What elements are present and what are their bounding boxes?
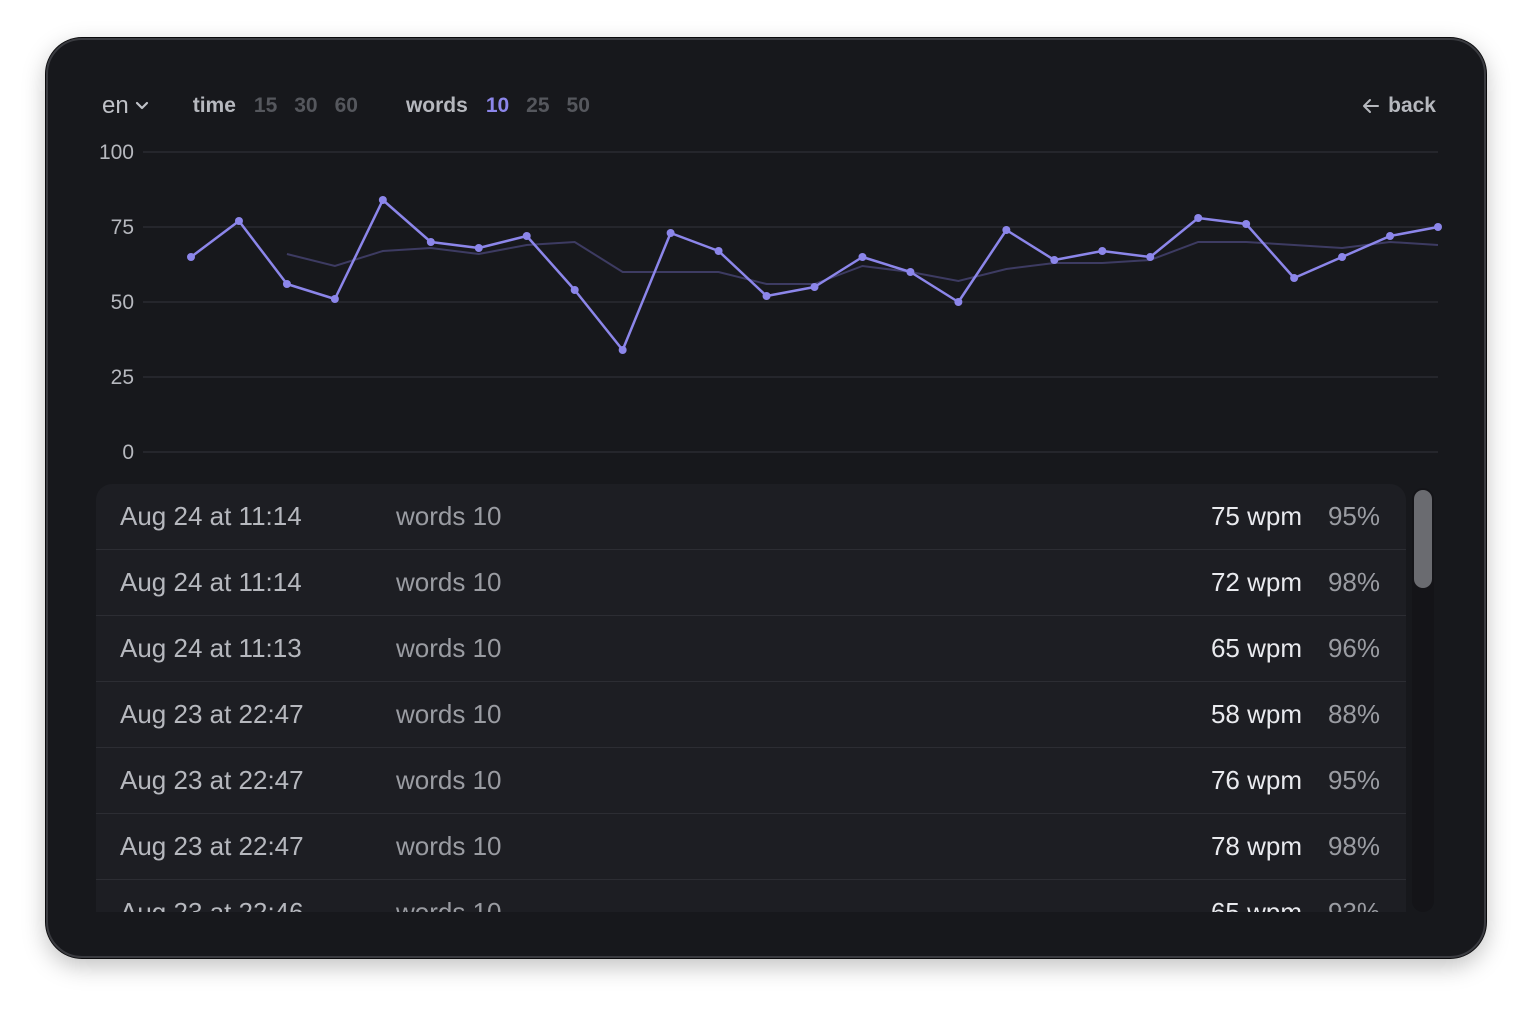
time-option-60[interactable]: 60 — [334, 94, 358, 117]
wpm-chart-svg: 0 25 50 75 100 — [99, 141, 1442, 464]
data-point[interactable] — [474, 244, 483, 252]
words-mode-label[interactable]: words — [405, 94, 468, 117]
history-accuracy: 98% — [1327, 831, 1380, 861]
words-option-50[interactable]: 50 — [566, 94, 590, 117]
y-tick-label: 75 — [111, 216, 134, 239]
history-mode: words 10 — [396, 633, 502, 663]
data-point[interactable] — [234, 217, 243, 225]
data-point[interactable] — [762, 292, 771, 300]
data-point[interactable] — [1002, 226, 1011, 234]
history-wpm: 65 wpm — [1210, 897, 1302, 912]
history-wpm: 72 wpm — [1210, 567, 1302, 597]
data-point[interactable] — [1050, 256, 1059, 264]
history-mode: words 10 — [396, 501, 502, 531]
wpm-series-line — [190, 198, 1439, 352]
history-row[interactable]: Aug 23 at 22:47 words 10 76 wpm 95% — [96, 748, 1406, 814]
words-option-10[interactable]: 10 — [485, 94, 510, 117]
history-mode: words 10 — [396, 765, 502, 795]
history-date: Aug 24 at 11:13 — [120, 633, 302, 663]
data-point[interactable] — [1434, 223, 1442, 231]
time-option-15[interactable]: 15 — [253, 94, 278, 117]
history-row[interactable]: Aug 23 at 22:47 words 10 78 wpm 98% — [96, 814, 1406, 880]
history-mode: words 10 — [396, 567, 502, 597]
data-point[interactable] — [1338, 253, 1347, 261]
data-point[interactable] — [858, 253, 867, 261]
data-point[interactable] — [1098, 247, 1107, 255]
back-label: back — [1388, 94, 1436, 117]
words-option-25[interactable]: 25 — [526, 94, 550, 117]
data-point[interactable] — [426, 238, 435, 246]
history-wpm: 65 wpm — [1210, 633, 1302, 663]
history-row[interactable]: Aug 24 at 11:14 words 10 75 wpm 95% — [96, 484, 1406, 550]
data-point[interactable] — [282, 280, 291, 288]
data-point[interactable] — [187, 253, 195, 261]
history-wpm: 58 wpm — [1210, 699, 1302, 729]
history-wpm: 76 wpm — [1210, 765, 1302, 795]
history-date: Aug 23 at 22:47 — [120, 699, 304, 729]
app-window: en time 15 30 60 words 10 25 50 back 0 25… — [46, 38, 1486, 958]
y-tick-label: 50 — [111, 291, 134, 314]
words-mode-group: words 10 25 50 — [406, 94, 607, 118]
data-point[interactable] — [714, 247, 723, 255]
data-point[interactable] — [618, 346, 627, 354]
data-point[interactable] — [1242, 220, 1251, 228]
history-date: Aug 24 at 11:14 — [120, 567, 302, 597]
data-point[interactable] — [1194, 214, 1203, 222]
arrow-left-icon — [1363, 99, 1380, 113]
history-row[interactable]: Aug 24 at 11:14 words 10 72 wpm 98% — [96, 550, 1406, 616]
history-accuracy: 95% — [1327, 501, 1380, 531]
y-tick-label: 25 — [111, 366, 134, 389]
toolbar: en time 15 30 60 words 10 25 50 back — [102, 88, 1436, 124]
history-date: Aug 23 at 22:47 — [120, 765, 304, 795]
language-label: en — [102, 92, 129, 119]
history-mode: words 10 — [396, 699, 502, 729]
data-point[interactable] — [810, 283, 819, 291]
data-point[interactable] — [378, 196, 387, 204]
data-point[interactable] — [954, 298, 963, 306]
chevron-down-icon — [135, 101, 148, 110]
history-wpm: 75 wpm — [1210, 501, 1302, 531]
history-date: Aug 23 at 22:47 — [120, 831, 304, 861]
history-accuracy: 88% — [1327, 699, 1380, 729]
back-button[interactable]: back — [1362, 94, 1436, 118]
history-row[interactable]: Aug 23 at 22:46 words 10 65 wpm 93% — [96, 880, 1406, 912]
history-accuracy: 98% — [1327, 567, 1380, 597]
y-tick-label: 0 — [122, 441, 134, 464]
data-point[interactable] — [1146, 253, 1155, 261]
data-point[interactable] — [906, 268, 915, 276]
history-row[interactable]: Aug 24 at 11:13 words 10 65 wpm 96% — [96, 616, 1406, 682]
time-mode-label[interactable]: time — [192, 94, 236, 117]
data-point[interactable] — [1290, 274, 1299, 282]
time-mode-group: time 15 30 60 — [193, 94, 375, 118]
history-mode: words 10 — [396, 831, 502, 861]
history-accuracy: 93% — [1327, 897, 1380, 912]
wpm-chart: 0 25 50 75 100 — [48, 136, 1484, 476]
data-point[interactable] — [1386, 232, 1395, 240]
data-point[interactable] — [330, 295, 339, 303]
scrollbar-track[interactable] — [1412, 488, 1434, 912]
history-accuracy: 95% — [1327, 765, 1380, 795]
data-point[interactable] — [522, 232, 531, 240]
time-option-30[interactable]: 30 — [294, 94, 318, 117]
language-selector[interactable]: en — [102, 92, 149, 120]
average-series-line — [286, 240, 1439, 285]
history-accuracy: 96% — [1327, 633, 1380, 663]
y-tick-label: 100 — [99, 141, 134, 164]
history-mode: words 10 — [396, 897, 502, 912]
history-date: Aug 23 at 22:46 — [120, 897, 304, 912]
history-list: Aug 24 at 11:14 words 10 75 wpm 95% Aug 24 a… — [96, 484, 1406, 912]
scrollbar-thumb[interactable] — [1414, 490, 1432, 588]
data-point[interactable] — [666, 229, 675, 237]
history-wpm: 78 wpm — [1210, 831, 1302, 861]
data-point[interactable] — [570, 286, 579, 294]
history-row[interactable]: Aug 23 at 22:47 words 10 58 wpm 88% — [96, 682, 1406, 748]
history-date: Aug 24 at 11:14 — [120, 501, 302, 531]
